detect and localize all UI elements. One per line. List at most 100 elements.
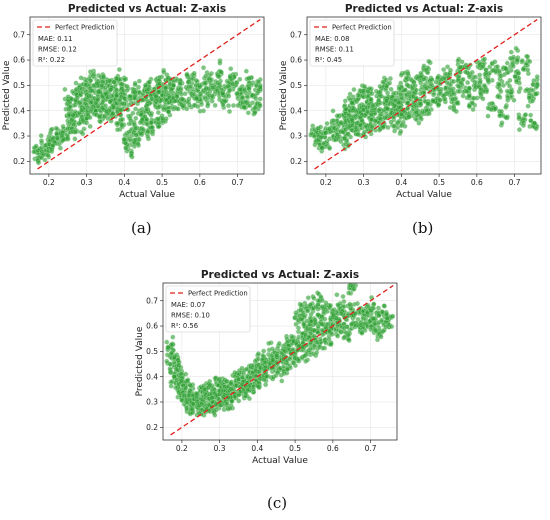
data-point bbox=[497, 113, 503, 119]
data-point bbox=[376, 313, 382, 319]
data-point bbox=[261, 377, 267, 383]
metric-text: RMSE: 0.11 bbox=[315, 46, 354, 54]
data-point bbox=[232, 394, 238, 399]
data-point bbox=[515, 70, 521, 76]
data-point bbox=[326, 336, 332, 342]
data-point bbox=[226, 103, 231, 109]
data-point bbox=[179, 378, 185, 384]
metric-text: RMSE: 0.10 bbox=[171, 312, 210, 320]
x-tick-label: 0.7 bbox=[509, 178, 521, 187]
data-point bbox=[49, 149, 55, 154]
data-point bbox=[360, 88, 366, 94]
data-point bbox=[328, 303, 334, 309]
data-point bbox=[534, 74, 540, 80]
data-point bbox=[171, 82, 176, 88]
data-point bbox=[255, 90, 260, 96]
x-tick-label: 0.5 bbox=[433, 178, 445, 187]
data-point bbox=[49, 126, 55, 132]
y-tick-label: 0.7 bbox=[146, 296, 158, 305]
data-point bbox=[218, 69, 224, 75]
data-point bbox=[108, 87, 114, 93]
data-point bbox=[528, 118, 534, 124]
data-point bbox=[469, 69, 475, 75]
data-point bbox=[133, 106, 139, 112]
data-point bbox=[101, 74, 107, 80]
data-point bbox=[478, 90, 484, 96]
data-point bbox=[350, 94, 356, 100]
data-point bbox=[108, 118, 114, 124]
data-point bbox=[317, 344, 323, 350]
data-point bbox=[490, 67, 496, 73]
data-point bbox=[326, 328, 332, 334]
data-point bbox=[120, 116, 126, 122]
data-point bbox=[456, 73, 462, 79]
data-point bbox=[163, 89, 169, 95]
data-point bbox=[317, 336, 323, 342]
y-tick-label: 0.2 bbox=[290, 157, 302, 166]
data-point bbox=[451, 103, 457, 109]
data-point bbox=[442, 71, 448, 77]
data-point bbox=[100, 99, 106, 105]
data-point bbox=[331, 118, 337, 124]
data-point bbox=[247, 396, 252, 402]
data-point bbox=[381, 303, 387, 309]
legend: Perfect Prediction MAE: 0.11 RMSE: 0.12 R²:… bbox=[32, 19, 118, 67]
data-point bbox=[230, 81, 236, 87]
data-point bbox=[319, 145, 325, 151]
data-point bbox=[81, 126, 87, 132]
data-point bbox=[77, 83, 83, 88]
data-point bbox=[302, 353, 307, 359]
data-point bbox=[252, 358, 258, 364]
caption-b: (b) bbox=[412, 219, 434, 237]
data-point bbox=[450, 96, 456, 102]
data-point bbox=[289, 333, 294, 339]
data-point bbox=[459, 59, 465, 65]
data-point bbox=[514, 78, 519, 83]
data-point bbox=[392, 128, 398, 134]
data-point bbox=[309, 131, 314, 137]
data-point bbox=[293, 310, 299, 316]
data-point bbox=[358, 115, 364, 121]
data-point bbox=[243, 68, 249, 74]
data-point bbox=[502, 65, 508, 71]
data-point bbox=[343, 127, 349, 133]
data-point bbox=[389, 324, 395, 330]
data-point bbox=[241, 104, 247, 110]
data-point bbox=[124, 83, 130, 89]
y-tick-label: 0.7 bbox=[13, 30, 25, 39]
x-tick-label: 0.7 bbox=[365, 444, 377, 453]
data-point bbox=[220, 91, 226, 97]
data-point bbox=[228, 381, 234, 387]
data-point bbox=[314, 350, 320, 356]
data-point bbox=[168, 350, 174, 356]
data-point bbox=[274, 345, 280, 351]
data-point bbox=[463, 69, 468, 75]
y-axis-label: Predicted Value bbox=[279, 60, 289, 130]
data-point bbox=[500, 82, 506, 88]
data-point bbox=[210, 85, 216, 91]
data-point bbox=[42, 157, 48, 163]
data-point bbox=[133, 125, 139, 131]
data-point bbox=[171, 374, 177, 380]
data-point bbox=[338, 120, 344, 126]
data-point bbox=[115, 127, 120, 133]
data-point bbox=[197, 84, 203, 90]
data-point bbox=[387, 76, 393, 82]
data-point bbox=[351, 286, 357, 292]
data-point bbox=[199, 101, 204, 107]
data-point bbox=[413, 87, 419, 93]
data-point bbox=[237, 76, 243, 82]
data-point bbox=[327, 145, 333, 151]
data-point bbox=[384, 83, 390, 89]
metric-text: R²: 0.22 bbox=[38, 56, 65, 64]
data-point bbox=[128, 153, 134, 158]
data-point bbox=[53, 125, 59, 131]
data-point bbox=[164, 339, 170, 345]
data-point bbox=[212, 412, 218, 418]
y-tick-label: 0.4 bbox=[146, 372, 158, 381]
y-tick-label: 0.3 bbox=[13, 132, 25, 141]
x-tick-label: 0.5 bbox=[156, 178, 168, 187]
x-tick-label: 0.2 bbox=[320, 178, 332, 187]
data-point bbox=[110, 111, 116, 117]
legend-box bbox=[32, 19, 118, 67]
